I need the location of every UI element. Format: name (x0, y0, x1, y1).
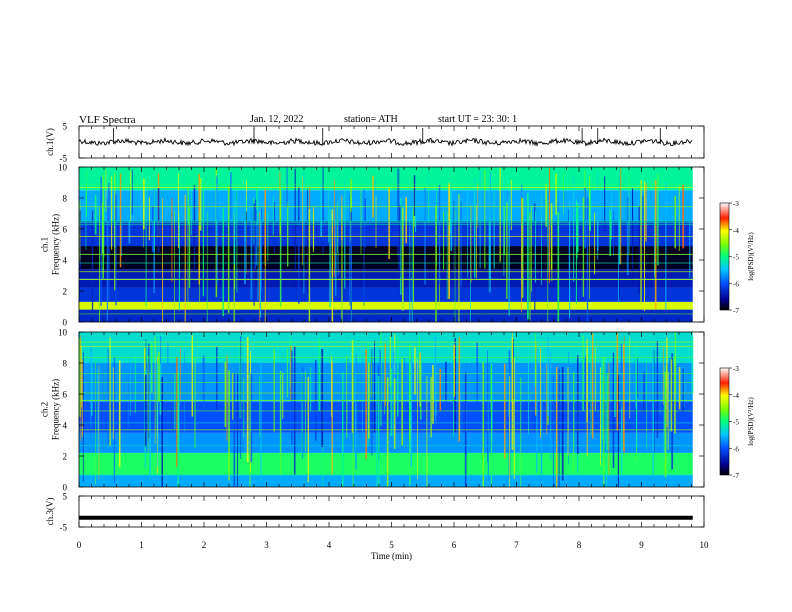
ch2-spectrogram-freq-tick-label: 4 (63, 421, 68, 431)
ch1-spectrogram-freq-tick-label: 2 (63, 287, 68, 297)
ch1-spectrogram-freq-tick-label: 6 (63, 225, 68, 235)
x-axis-label: Time (min) (371, 551, 412, 561)
ch3-voltage-tick-label: -5 (60, 523, 68, 533)
ch2-spectrogram-colorbar-tick-label: -5 (733, 419, 739, 427)
x-tick-label: 10 (700, 540, 710, 550)
x-tick-label: 9 (639, 540, 644, 550)
ch2-spectrogram-freq-tick-label: 8 (63, 359, 68, 369)
ch1-spectrogram-colorbar-label-text: log(PSD)(V²/Hz) (747, 232, 755, 281)
ch1-voltage-tick-label: 5 (63, 122, 68, 132)
ch2-spectrogram-colorbar-tick-label: -3 (733, 365, 739, 373)
ch2-spectrogram-colorbar (719, 367, 730, 476)
x-tick-label: 3 (264, 540, 269, 550)
ch1-waveform-line (78, 136, 693, 148)
ch1-spectrogram-freq-tick-label: 10 (58, 163, 68, 173)
ch1-spectrogram-colorbar (719, 202, 730, 311)
x-tick-label: 6 (452, 540, 457, 550)
ch1-voltage-tick-label: -5 (60, 154, 68, 164)
ch1-spectrogram-band (79, 301, 693, 310)
ch1-spectrogram-band (79, 167, 693, 191)
ch1-spectrogram-colorbar-tick-label: -5 (733, 254, 739, 262)
ch2-spectrogram-band (79, 474, 693, 487)
ch1-spectrogram-band (79, 190, 693, 222)
ch2-spectrogram-colorbar-tick-label: -4 (733, 392, 739, 400)
x-tick-label: 2 (202, 540, 207, 550)
ch1-spectrogram-freq-tick-label: 8 (63, 194, 68, 204)
x-tick-label: 7 (514, 540, 519, 550)
start-time-label: start UT = 23: 30: 1 (438, 114, 518, 125)
ch2-spectrogram-image (79, 332, 694, 487)
ch1-spectrogram-colorbar-tick-label: -7 (733, 307, 739, 315)
ch1-spectrogram-ylabel-line: Frequency (kHz) (51, 214, 61, 275)
ch2-spectrogram-colorbar-tick-label: -6 (733, 445, 739, 453)
ch2-spectrogram-ylabel-line: ch.2 (40, 402, 50, 417)
ch1-spectrogram-colorbar-tick-label: -3 (733, 200, 739, 208)
ch1-spectrogram-ylabel-line: ch.1 (40, 237, 50, 252)
ch1-spectrogram-band (79, 287, 693, 302)
x-tick-label: 5 (389, 540, 394, 550)
ch1-spectrogram-colorbar-label: log(PSD)(V²/Hz) (747, 232, 755, 281)
ch1-spectrogram-band (79, 269, 693, 288)
ch2-spectrogram-colorbar-label: log(PSD)(V²/Hz) (747, 397, 755, 446)
ch3-voltage-tick-label: 5 (63, 492, 68, 502)
ch2-spectrogram-colorbar-label-text: log(PSD)(V²/Hz) (747, 397, 755, 446)
ch1-spectrogram-freq-tick-label: 0 (63, 318, 68, 328)
date-label: Jan. 12, 2022 (250, 114, 304, 125)
ch3-voltage-ylabel: ch.3(V) (45, 498, 55, 526)
x-tick-label: 4 (327, 540, 332, 550)
ch2-spectrogram-ylabel: ch.2 Frequency (kHz) (40, 379, 61, 440)
ch1-voltage-ylabel: ch.1(V) (45, 128, 55, 156)
ch1-spectrogram-colorbar-tick-label: -6 (733, 280, 739, 288)
x-tick-label: 0 (77, 540, 82, 550)
x-tick-label: 8 (577, 540, 582, 550)
ch2-spectrogram-band (79, 332, 693, 363)
ch3-voltage-ylabel-line: ch.3(V) (45, 498, 55, 526)
ch1-spectrogram-band (79, 221, 693, 247)
ch2-spectrogram-freq-tick-label: 6 (63, 390, 68, 400)
ch2-spectrogram-colorbar-tick-label: -7 (733, 472, 739, 480)
ch2-spectrogram-freq-tick-label: 2 (63, 452, 68, 462)
ch2-spectrogram-freq-tick-label: 0 (63, 483, 68, 493)
x-tick-label: 1 (139, 540, 144, 550)
ch2-spectrogram-freq-tick-label: 10 (58, 328, 68, 338)
ch2-spectrogram-band (79, 452, 693, 475)
ch1-spectrogram-ylabel: ch.1 Frequency (kHz) (40, 214, 61, 275)
ch1-spectrogram-image (79, 167, 693, 322)
ch2-spectrogram-ylabel-line: Frequency (kHz) (51, 379, 61, 440)
ch1-spectrogram-freq-tick-label: 4 (63, 256, 68, 266)
ch1-spectrogram-band (79, 246, 693, 270)
ch1-spectrogram-band (79, 309, 693, 322)
ch1-spectrogram-colorbar-tick-label: -4 (733, 227, 739, 235)
ch2-spectrogram-band (79, 432, 693, 453)
ch2-spectrogram-band (79, 401, 693, 433)
ch1-voltage-ylabel-line: ch.1(V) (45, 128, 55, 156)
figure-title: VLF Spectra (79, 114, 136, 126)
station-label: station= ATH (344, 114, 398, 125)
